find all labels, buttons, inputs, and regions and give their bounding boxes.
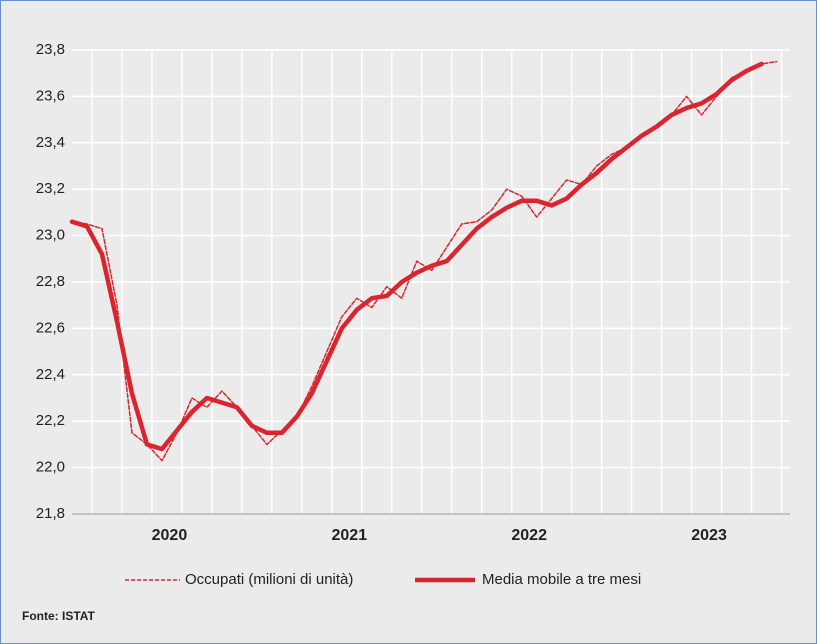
y-tick-label: 23,8 (36, 41, 65, 58)
y-tick-label: 22,8 (36, 273, 65, 290)
y-tick-label: 23,0 (36, 227, 65, 244)
legend-label: Occupati (milioni di unità) (185, 571, 353, 588)
y-tick-label: 23,2 (36, 180, 65, 197)
legend-label: Media mobile a tre mesi (482, 571, 641, 588)
y-tick-label: 21,8 (36, 505, 65, 522)
y-tick-label: 22,0 (36, 459, 65, 476)
source: Fonte: ISTAT (22, 609, 96, 623)
line-series (69, 61, 764, 452)
x-tick-label: 2021 (332, 527, 368, 544)
x-tick-label: 2023 (691, 527, 727, 544)
y-tick-label: 22,2 (36, 412, 65, 429)
x-tick-label: 2020 (152, 527, 188, 544)
y-tick-label: 22,4 (36, 366, 65, 383)
y-tick-label: 22,6 (36, 319, 65, 336)
x-tick-label: 2022 (511, 527, 547, 544)
y-tick-label: 23,6 (36, 87, 65, 104)
y-tick-label: 23,4 (36, 134, 65, 151)
